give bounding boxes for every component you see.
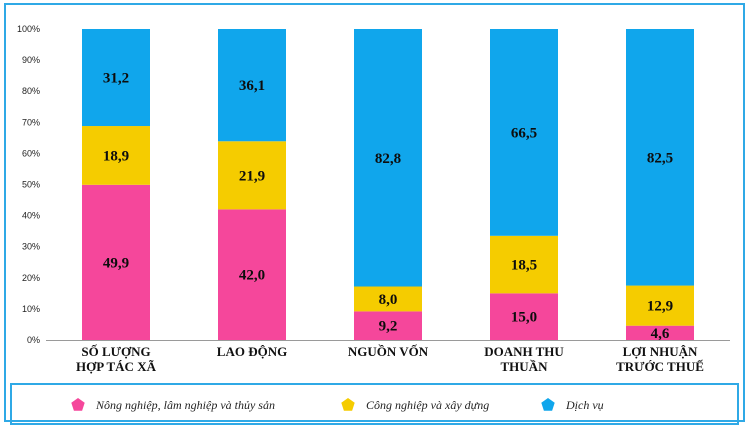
x-category-label: LỢI NHUẬN TRƯỚC THUẾ — [616, 344, 704, 374]
bar-nong-nghiep-doanh-thu — [490, 293, 558, 340]
bar-dich-vu-doanh-thu — [490, 29, 558, 236]
y-tick-label: 30% — [22, 242, 40, 252]
bar-dich-vu-lao-dong — [218, 29, 286, 142]
bar-cong-nghiep-lao-dong — [218, 141, 286, 210]
legend-label-nong-nghiep: Nông nghiệp, lâm nghiệp và thủy sản — [95, 398, 275, 412]
legend-label-dich-vu: Dịch vụ — [565, 398, 604, 412]
bar-cong-nghiep-loi-nhuan — [626, 285, 694, 326]
chart-frame — [4, 3, 745, 422]
data-label-dich-vu-doanh-thu: 66,5 — [511, 125, 537, 141]
y-tick-label: 10% — [22, 304, 40, 314]
y-tick-label: 20% — [22, 273, 40, 283]
bar-cong-nghiep-nguon-von — [354, 286, 422, 312]
legend-marker-nong-nghiep — [71, 398, 85, 411]
y-tick-label: 60% — [22, 148, 40, 158]
y-tick-label: 70% — [22, 117, 40, 127]
bar-cong-nghiep-hop-tac-xa — [82, 126, 150, 185]
data-label-cong-nghiep-nguon-von: 8,0 — [379, 292, 398, 308]
data-label-nong-nghiep-loi-nhuan: 4,6 — [651, 326, 670, 342]
bar-dich-vu-loi-nhuan — [626, 29, 694, 286]
legend-marker-dich-vu — [541, 398, 555, 411]
y-tick-label: 80% — [22, 86, 40, 96]
x-category-label: NGUỒN VỐN — [348, 344, 429, 359]
legend-label-cong-nghiep: Công nghiệp và xây dựng — [366, 398, 489, 412]
legend: Nông nghiệp, lâm nghiệp và thủy sản Công … — [71, 398, 604, 412]
bar-dich-vu-hop-tac-xa — [82, 29, 150, 127]
bar-nong-nghiep-lao-dong — [218, 209, 286, 340]
bar-dich-vu-nguon-von — [354, 29, 422, 287]
legend-box — [10, 383, 739, 425]
legend-marker-cong-nghiep — [341, 398, 355, 411]
y-tick-label: 90% — [22, 55, 40, 65]
data-label-nong-nghiep-nguon-von: 9,2 — [379, 319, 398, 335]
x-category-label: SỐ LƯỢNG HỢP TÁC XÃ — [76, 344, 157, 374]
data-label-cong-nghiep-lao-dong: 21,9 — [239, 168, 265, 184]
bar-nong-nghiep-hop-tac-xa — [82, 184, 150, 340]
y-tick-label: 100% — [17, 24, 40, 34]
data-label-cong-nghiep-doanh-thu: 18,5 — [511, 258, 537, 274]
data-label-dich-vu-lao-dong: 36,1 — [239, 78, 265, 94]
bar-cong-nghiep-doanh-thu — [490, 235, 558, 294]
data-label-dich-vu-loi-nhuan: 82,5 — [647, 150, 673, 166]
data-label-dich-vu-hop-tac-xa: 31,2 — [103, 71, 129, 87]
data-label-dich-vu-nguon-von: 82,8 — [375, 151, 401, 167]
bar-nong-nghiep-nguon-von — [354, 311, 422, 340]
data-label-cong-nghiep-loi-nhuan: 12,9 — [647, 299, 673, 315]
x-category-label: LAO ĐỘNG — [217, 344, 287, 359]
x-axis: SỐ LƯỢNG HỢP TÁC XÃ LAO ĐỘNG NGUỒN VỐN DOANH… — [46, 340, 730, 374]
data-label-nong-nghiep-doanh-thu: 15,0 — [511, 310, 537, 326]
x-category-label: DOANH THU THUẦN — [484, 344, 564, 374]
y-tick-label: 40% — [22, 211, 40, 221]
data-label-nong-nghiep-hop-tac-xa: 49,9 — [103, 255, 129, 271]
y-tick-label: 0% — [27, 335, 40, 345]
data-label-nong-nghiep-lao-dong: 42,0 — [239, 268, 265, 284]
data-label-cong-nghiep-hop-tac-xa: 18,9 — [103, 148, 129, 164]
y-axis: 0% 10% 20% 30% 40% 50% 60% 70% 80% 90% 100% — [17, 24, 40, 345]
bars: 49,9 18,9 31,2 42,0 21,9 36,1 9,2 8,0 82,8 15,0 18… — [82, 29, 694, 342]
bar-nong-nghiep-loi-nhuan — [626, 325, 694, 340]
y-tick-label: 50% — [22, 180, 40, 190]
